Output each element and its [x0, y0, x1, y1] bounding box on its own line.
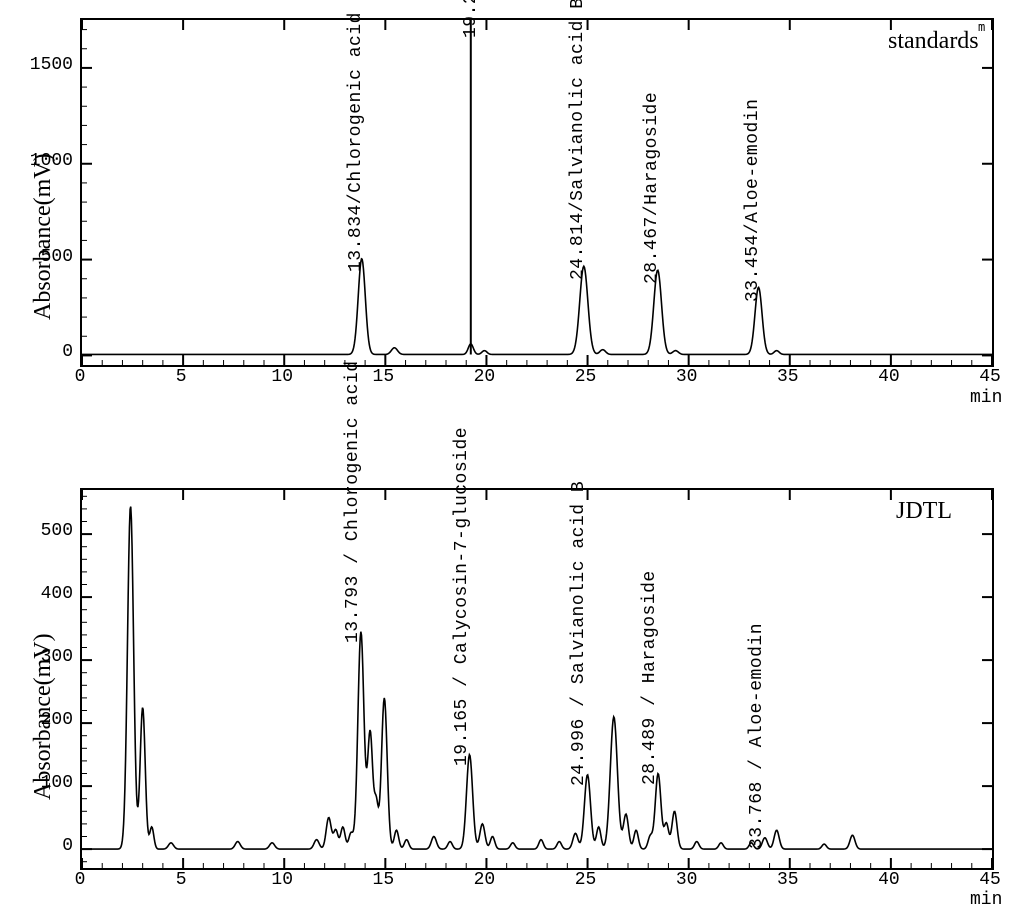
y-tick-label: 400: [25, 584, 73, 604]
peak-label: 24.996 / Salvianolic acid B: [569, 481, 589, 786]
y-tick-label: 1500: [25, 55, 73, 75]
peak-label: 24.814/Salvianolic acid B: [568, 0, 588, 280]
x-tick-label: 5: [166, 870, 196, 890]
x-tick-label: 15: [368, 367, 398, 387]
plot-frame-jdtl: [80, 488, 994, 870]
chromatogram-standards: [82, 20, 992, 365]
peak-label: 33.454/Aloe-emodin: [743, 98, 763, 301]
x-tick-label: 45: [975, 870, 1005, 890]
page-root: 0 5 10 15 20 25 30 35 40 45 0 500 10 0 0 1500 Absorbance…: [0, 0, 1020, 924]
x-tick-label: 25: [571, 367, 601, 387]
peak-label: 13.793 / Chlorogenic acid: [343, 361, 363, 644]
x-tick-label: 0: [65, 870, 95, 890]
y-tick-label: 500: [25, 521, 73, 541]
x-tick-label: 40: [874, 367, 904, 387]
peak-label: 19.165 / Calycosin-7-glucoside: [452, 427, 472, 766]
y-tick-label: 0: [25, 342, 73, 362]
x-tick-label: 0: [65, 367, 95, 387]
peak-label: 28.467/Haragoside: [642, 92, 662, 284]
plot-frame-standards: [80, 18, 994, 367]
x-tick-label: 10: [267, 870, 297, 890]
x-tick-label: 20: [469, 367, 499, 387]
x-tick-label: 35: [773, 870, 803, 890]
panel-title-jdtl: JDTL: [896, 498, 952, 525]
x-tick-label: 30: [672, 367, 702, 387]
y-axis-label-jdtl: Absorbance(mV): [30, 633, 57, 800]
panel-title-standards: standards: [888, 28, 979, 55]
x-tick-label: 10: [267, 367, 297, 387]
x-tick-label: 5: [166, 367, 196, 387]
x-tick-label: 35: [773, 367, 803, 387]
x-axis-unit-jdtl: min: [970, 890, 1002, 910]
peak-label: 13.834/Chlorogenic acid: [346, 12, 366, 272]
corner-marker: m: [978, 20, 985, 34]
peak-label: 19.226/Calycosin-7-glucoside: [461, 0, 481, 38]
x-tick-label: 45: [975, 367, 1005, 387]
x-axis-unit-standards: min: [970, 388, 1002, 408]
x-tick-label: 30: [672, 870, 702, 890]
x-tick-label: 15: [368, 870, 398, 890]
y-tick-label: 0: [25, 836, 73, 856]
peak-label: 28.489 / Haragoside: [640, 570, 660, 785]
x-tick-label: 20: [469, 870, 499, 890]
y-axis-label-standards: Absorbance(mV): [30, 153, 57, 320]
chromatogram-jdtl: [82, 490, 992, 868]
peak-label: 33.768 / Aloe-emodin: [747, 623, 767, 849]
x-tick-label: 40: [874, 870, 904, 890]
x-tick-label: 25: [571, 870, 601, 890]
